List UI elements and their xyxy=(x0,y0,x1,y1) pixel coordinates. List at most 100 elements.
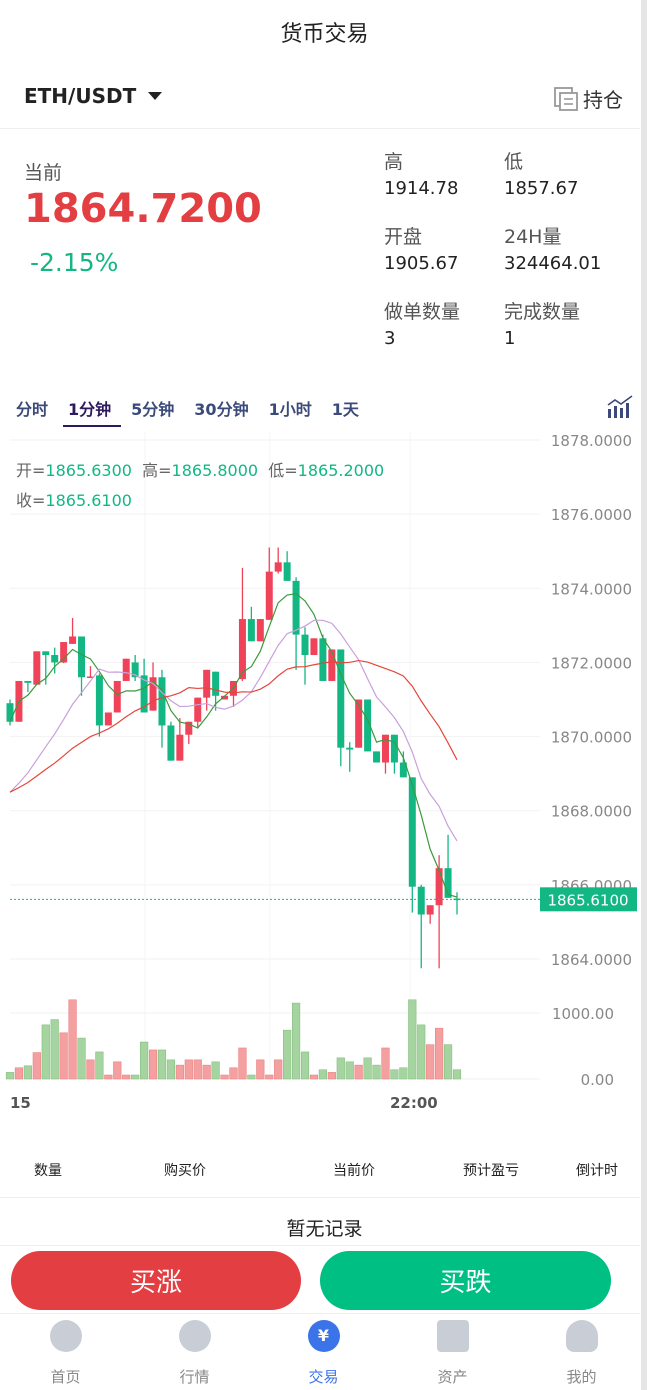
high-label: 高 xyxy=(384,151,404,173)
divider xyxy=(0,1197,640,1198)
nav-market[interactable]: 行情 xyxy=(130,1314,259,1390)
volume-bar xyxy=(166,1059,176,1080)
volume-bar xyxy=(238,1047,247,1080)
scrollbar[interactable] xyxy=(641,0,647,1390)
tab-timeline[interactable]: 分时 xyxy=(16,400,49,419)
candle-body xyxy=(265,571,273,620)
volume-bar xyxy=(211,1061,220,1080)
positions-button[interactable]: 持仓 xyxy=(553,84,623,113)
col-est-pnl: 预计盈亏 xyxy=(463,1163,519,1179)
volume-bar xyxy=(131,1074,140,1080)
price-change: -2.15% xyxy=(30,248,119,277)
indicator-chart-icon[interactable] xyxy=(607,395,634,419)
ma30-line xyxy=(9,659,458,793)
candle-body xyxy=(390,734,398,763)
volume-bar xyxy=(247,1074,256,1080)
candle-body xyxy=(33,651,41,685)
divider xyxy=(0,1313,640,1314)
candle-body xyxy=(78,636,86,678)
volume-bar xyxy=(113,1061,122,1080)
candle-body xyxy=(69,636,77,644)
candle-body xyxy=(185,721,193,735)
candle-body xyxy=(426,905,434,915)
open-label: 开盘 xyxy=(384,226,423,248)
candle-body xyxy=(149,677,157,711)
volume-bar xyxy=(175,1064,184,1080)
volume-bar xyxy=(104,1074,113,1080)
active-tab-underline xyxy=(63,425,121,427)
candle-body xyxy=(408,777,416,887)
volume-bar xyxy=(41,1024,50,1080)
candle-body xyxy=(60,642,68,663)
high-value: 1914.78 xyxy=(384,178,459,199)
candle-body xyxy=(95,675,103,726)
buy-up-button[interactable]: 买涨 xyxy=(11,1251,301,1310)
candle-body xyxy=(292,580,300,635)
candle-body xyxy=(203,669,211,698)
volume-bar xyxy=(148,1049,158,1080)
time-label: 22:00 xyxy=(390,1094,438,1112)
volume-bar xyxy=(157,1049,167,1080)
close-readout: 收=1865.6100 xyxy=(16,487,132,511)
candle-body xyxy=(221,695,229,700)
col-countdown: 倒计时 xyxy=(576,1163,618,1179)
volume-bar xyxy=(443,1044,453,1080)
candle-body xyxy=(86,676,94,679)
volume-bar xyxy=(184,1059,193,1080)
kline-chart[interactable]: 1878.0000 1876.0000 1874.0000 1872.0000 1870… xyxy=(0,432,640,1112)
candle-body xyxy=(355,699,363,748)
candle-body xyxy=(212,671,220,696)
tab-1min[interactable]: 1分钟 xyxy=(68,400,112,419)
volume-bar xyxy=(86,1059,95,1080)
nav-trade[interactable]: ¥ 交易 xyxy=(259,1314,388,1390)
nav-profile[interactable]: 我的 xyxy=(517,1314,646,1390)
tab-1day[interactable]: 1天 xyxy=(331,400,359,419)
price-tick-label: 1876.0000 xyxy=(551,506,632,524)
candle-body xyxy=(131,662,139,678)
candle-body xyxy=(435,868,443,906)
divider xyxy=(0,128,640,129)
nav-home[interactable]: 首页 xyxy=(1,1314,130,1390)
tab-1hour[interactable]: 1小时 xyxy=(268,400,312,419)
buy-down-button[interactable]: 买跌 xyxy=(320,1251,611,1310)
volume-bar xyxy=(417,1024,426,1080)
price-tick-label: 1872.0000 xyxy=(551,654,632,672)
close-value: 1865.6100 xyxy=(45,491,132,510)
volume-bar xyxy=(435,1027,444,1080)
candle-body xyxy=(364,699,372,752)
market-icon xyxy=(178,1320,211,1352)
divider xyxy=(0,1245,640,1246)
caret-down-icon xyxy=(148,92,163,100)
candle-body xyxy=(140,675,148,713)
volume-bar xyxy=(300,1051,310,1080)
low-value: 1865.2000 xyxy=(297,461,385,480)
ma10-line xyxy=(9,619,458,842)
nav-trade-label: 交易 xyxy=(308,1368,339,1386)
volume-bar xyxy=(140,1041,149,1080)
nav-profile-label: 我的 xyxy=(566,1368,597,1386)
volume-bar xyxy=(372,1064,381,1080)
volume-bar xyxy=(354,1064,363,1080)
open-value: 1865.6300 xyxy=(45,461,132,480)
trade-icon: ¥ xyxy=(307,1320,340,1352)
pair-selector[interactable]: ETH/USDT xyxy=(24,84,163,108)
current-price: 1864.7200 xyxy=(24,186,262,232)
close-label: 收= xyxy=(16,491,46,510)
price-tick-label: 1874.0000 xyxy=(551,580,632,598)
candle-body xyxy=(319,638,327,681)
volume-value: 324464.01 xyxy=(504,253,602,274)
done-label: 完成数量 xyxy=(504,301,581,323)
candle-body xyxy=(24,680,32,683)
nav-assets[interactable]: 资产 xyxy=(388,1314,517,1390)
tab-30min[interactable]: 30分钟 xyxy=(194,400,249,419)
candle-body xyxy=(176,734,184,761)
ma5-line xyxy=(9,593,458,898)
home-icon xyxy=(49,1320,82,1352)
tab-5min[interactable]: 5分钟 xyxy=(131,400,175,419)
volume-label: 24H量 xyxy=(504,226,562,248)
interval-tabs: 分时 1分钟 5分钟 30分钟 1小时 1天 xyxy=(16,396,379,420)
nav-market-label: 行情 xyxy=(179,1368,210,1386)
ohlc-readout: 开=1865.6300 高=1865.8000 低=1865.2000 xyxy=(16,457,384,481)
volume-bar xyxy=(408,999,417,1080)
volume-bar xyxy=(426,1044,435,1080)
